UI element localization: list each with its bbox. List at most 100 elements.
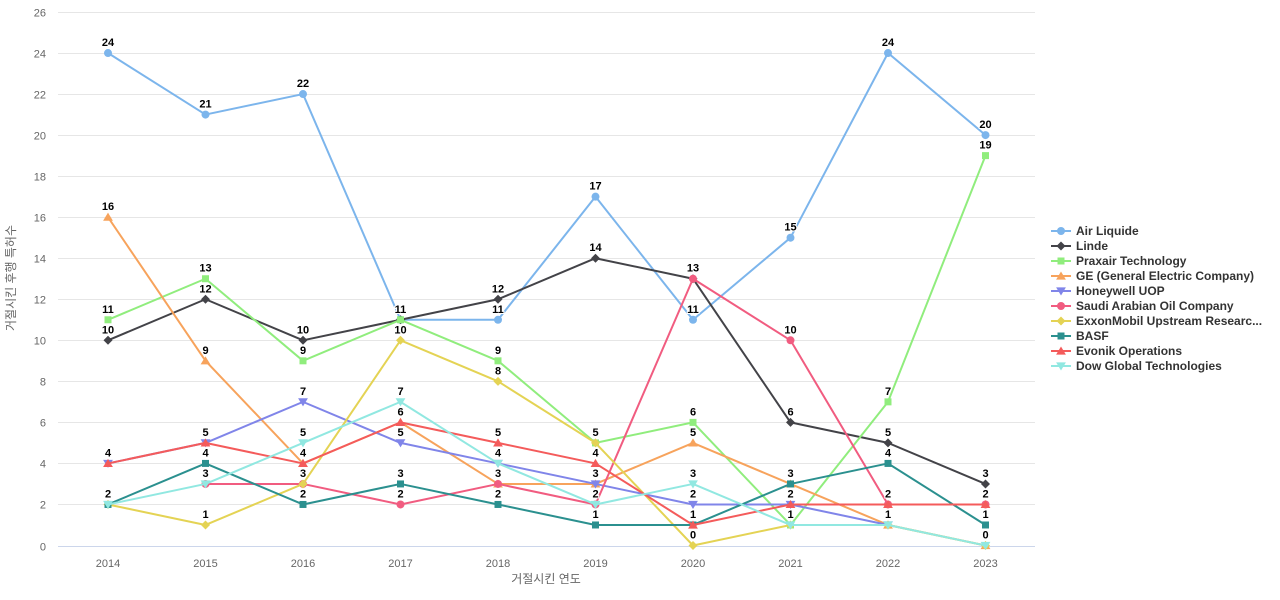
series-marker-linde[interactable] [103, 335, 113, 345]
series-marker-dow-global-technologies[interactable] [980, 541, 991, 550]
series-marker-linde[interactable] [981, 479, 990, 489]
legend-item-exxonmobil-upstream-researc[interactable]: ExxonMobil Upstream Researc... [1051, 313, 1262, 328]
series-marker-praxair-technology[interactable] [494, 357, 502, 365]
series-marker-air-liquide[interactable] [786, 233, 795, 242]
series-marker-dow-global-technologies[interactable] [395, 398, 406, 407]
data-label: 3 [397, 468, 403, 480]
series-marker-dow-global-technologies[interactable] [688, 480, 698, 489]
series-marker-air-liquide[interactable] [201, 110, 210, 119]
series-marker-evonik-operations[interactable] [395, 417, 406, 426]
series-marker-dow-global-technologies[interactable] [103, 500, 113, 509]
legend-item-saudi-arabian-oil-company[interactable]: Saudi Arabian Oil Company [1051, 298, 1262, 313]
data-label: 4 [495, 447, 502, 459]
series-marker-dow-global-technologies[interactable] [883, 521, 893, 530]
series-marker-linde[interactable] [493, 294, 503, 304]
legend-label: Dow Global Technologies [1076, 358, 1222, 373]
series-marker-dow-global-technologies[interactable] [785, 521, 796, 530]
legend-item-basf[interactable]: BASF [1051, 328, 1262, 343]
legend-item-evonik-operations[interactable]: Evonik Operations [1051, 343, 1262, 358]
series-marker-air-liquide[interactable] [591, 192, 600, 201]
legend-item-ge-general-electric-company[interactable]: GE (General Electric Company) [1051, 268, 1262, 283]
series-marker-saudi-arabian-oil-company[interactable] [396, 500, 405, 509]
series-marker-evonik-operations[interactable] [200, 438, 211, 447]
series-marker-praxair-technology[interactable] [397, 316, 404, 324]
series-marker-linde[interactable] [883, 438, 893, 448]
legend-item-linde[interactable]: Linde [1051, 238, 1262, 253]
series-marker-honeywell-uop[interactable] [590, 480, 601, 489]
legend-marker-ge-general-electric-company [1056, 271, 1066, 280]
series-marker-dow-global-technologies[interactable] [200, 480, 211, 489]
series-marker-evonik-operations[interactable] [785, 499, 796, 509]
data-label: 3 [495, 468, 501, 480]
series-marker-evonik-operations[interactable] [980, 499, 991, 509]
data-label: 3 [787, 468, 793, 480]
series-marker-air-liquide[interactable] [689, 315, 697, 324]
series-marker-air-liquide[interactable] [494, 315, 502, 324]
series-marker-linde[interactable] [591, 253, 600, 263]
data-label: 21 [199, 99, 211, 111]
series-marker-dow-global-technologies[interactable] [590, 500, 601, 509]
series-marker-evonik-operations[interactable] [590, 458, 601, 468]
legend-label: Honeywell UOP [1076, 283, 1165, 298]
data-label: 1 [885, 509, 891, 521]
series-marker-exxonmobil-upstream-researc[interactable] [298, 479, 308, 489]
series-marker-ge-general-electric-company[interactable] [200, 356, 211, 365]
series-marker-evonik-operations[interactable] [103, 458, 113, 468]
series-marker-honeywell-uop[interactable] [298, 398, 308, 407]
series-marker-praxair-technology[interactable] [884, 398, 892, 406]
data-label: 0 [690, 530, 696, 542]
series-marker-exxonmobil-upstream-researc[interactable] [201, 520, 210, 530]
series-marker-air-liquide[interactable] [884, 49, 892, 58]
series-marker-basf[interactable] [299, 500, 307, 508]
series-marker-basf[interactable] [202, 459, 209, 467]
legend-marker-evonik-operations [1056, 346, 1066, 355]
series-marker-air-liquide[interactable] [104, 49, 112, 58]
series-marker-honeywell-uop[interactable] [395, 439, 406, 448]
legend-item-dow-global-technologies[interactable]: Dow Global Technologies [1051, 358, 1262, 373]
data-label: 11 [687, 304, 699, 316]
series-marker-basf[interactable] [982, 521, 989, 529]
series-marker-honeywell-uop[interactable] [688, 500, 698, 509]
x-tick-label: 2018 [486, 558, 510, 570]
data-label: 2 [787, 488, 793, 500]
series-marker-basf[interactable] [592, 521, 599, 529]
series-marker-saudi-arabian-oil-company[interactable] [786, 336, 795, 345]
series-marker-evonik-operations[interactable] [688, 520, 698, 529]
series-marker-basf[interactable] [884, 459, 892, 467]
series-marker-basf[interactable] [787, 480, 794, 488]
data-label: 8 [495, 365, 501, 377]
x-tick-label: 2020 [681, 558, 705, 570]
series-marker-exxonmobil-upstream-researc[interactable] [493, 376, 503, 386]
series-marker-basf[interactable] [397, 480, 404, 488]
series-marker-ge-general-electric-company[interactable] [103, 212, 113, 221]
series-marker-air-liquide[interactable] [299, 90, 307, 99]
data-label: 11 [102, 304, 114, 316]
series-marker-evonik-operations[interactable] [883, 499, 893, 509]
series-marker-praxair-technology[interactable] [104, 316, 112, 324]
series-marker-praxair-technology[interactable] [202, 275, 209, 283]
legend-item-air-liquide[interactable]: Air Liquide [1051, 223, 1262, 238]
series-marker-exxonmobil-upstream-researc[interactable] [396, 335, 405, 345]
series-marker-dow-global-technologies[interactable] [298, 439, 308, 448]
series-marker-linde[interactable] [201, 294, 210, 304]
series-marker-praxair-technology[interactable] [299, 357, 307, 365]
series-marker-evonik-operations[interactable] [493, 438, 503, 447]
series-marker-saudi-arabian-oil-company[interactable] [689, 274, 697, 283]
legend-item-praxair-technology[interactable]: Praxair Technology [1051, 253, 1262, 268]
series-marker-air-liquide[interactable] [981, 131, 990, 140]
series-marker-evonik-operations[interactable] [298, 458, 308, 468]
data-label: 5 [592, 427, 598, 439]
series-marker-exxonmobil-upstream-researc[interactable] [591, 438, 600, 448]
legend-item-honeywell-uop[interactable]: Honeywell UOP [1051, 283, 1262, 298]
series-marker-praxair-technology[interactable] [689, 418, 697, 426]
y-tick-label: 12 [34, 295, 46, 307]
series-marker-saudi-arabian-oil-company[interactable] [494, 479, 502, 488]
series-marker-praxair-technology[interactable] [982, 152, 989, 160]
y-tick-label: 16 [34, 213, 46, 225]
series-marker-dow-global-technologies[interactable] [493, 459, 503, 468]
series-marker-exxonmobil-upstream-researc[interactable] [688, 541, 698, 550]
series-marker-linde[interactable] [298, 335, 308, 345]
series-marker-basf[interactable] [494, 500, 502, 508]
series-marker-linde[interactable] [786, 417, 795, 427]
series-marker-ge-general-electric-company[interactable] [688, 438, 698, 447]
